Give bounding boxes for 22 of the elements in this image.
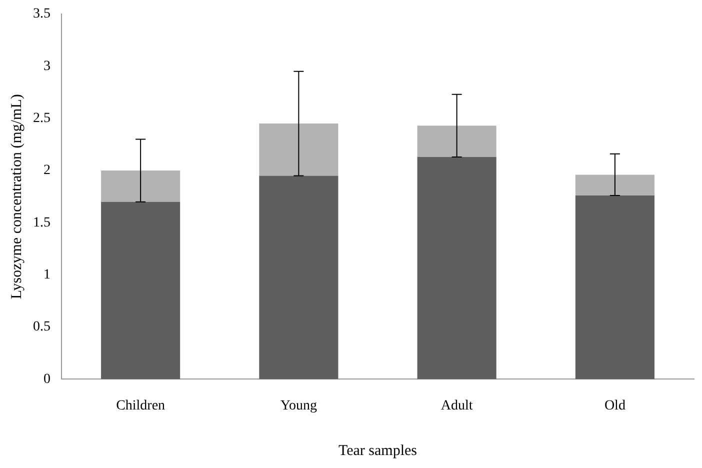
x-tick-label: Old (604, 398, 626, 414)
y-tick-label: 2 (44, 163, 50, 178)
bar (101, 170, 180, 202)
y-tick-label: 3 (44, 58, 50, 74)
bar (259, 124, 338, 176)
x-tick-label: Children (116, 398, 166, 414)
y-tick-label: 1 (44, 268, 50, 283)
bar (417, 156, 496, 380)
bar (575, 196, 654, 380)
bar (575, 174, 654, 196)
bar (259, 176, 338, 380)
bar (417, 126, 496, 157)
x-tick-label: Adult (440, 398, 473, 414)
y-axis-title: Lysozyme concentration (mg/mL) (8, 94, 25, 300)
x-axis-title: Tear samples (338, 442, 418, 459)
y-tick-label: 3.5 (33, 6, 50, 22)
y-tick-label: 2.5 (33, 111, 50, 126)
y-tick-label: 0 (44, 372, 50, 387)
y-tick-label: 0.5 (33, 320, 50, 335)
y-tick-label: 1.5 (33, 215, 50, 230)
x-tick-label: Young (280, 398, 318, 414)
bar (101, 202, 180, 380)
